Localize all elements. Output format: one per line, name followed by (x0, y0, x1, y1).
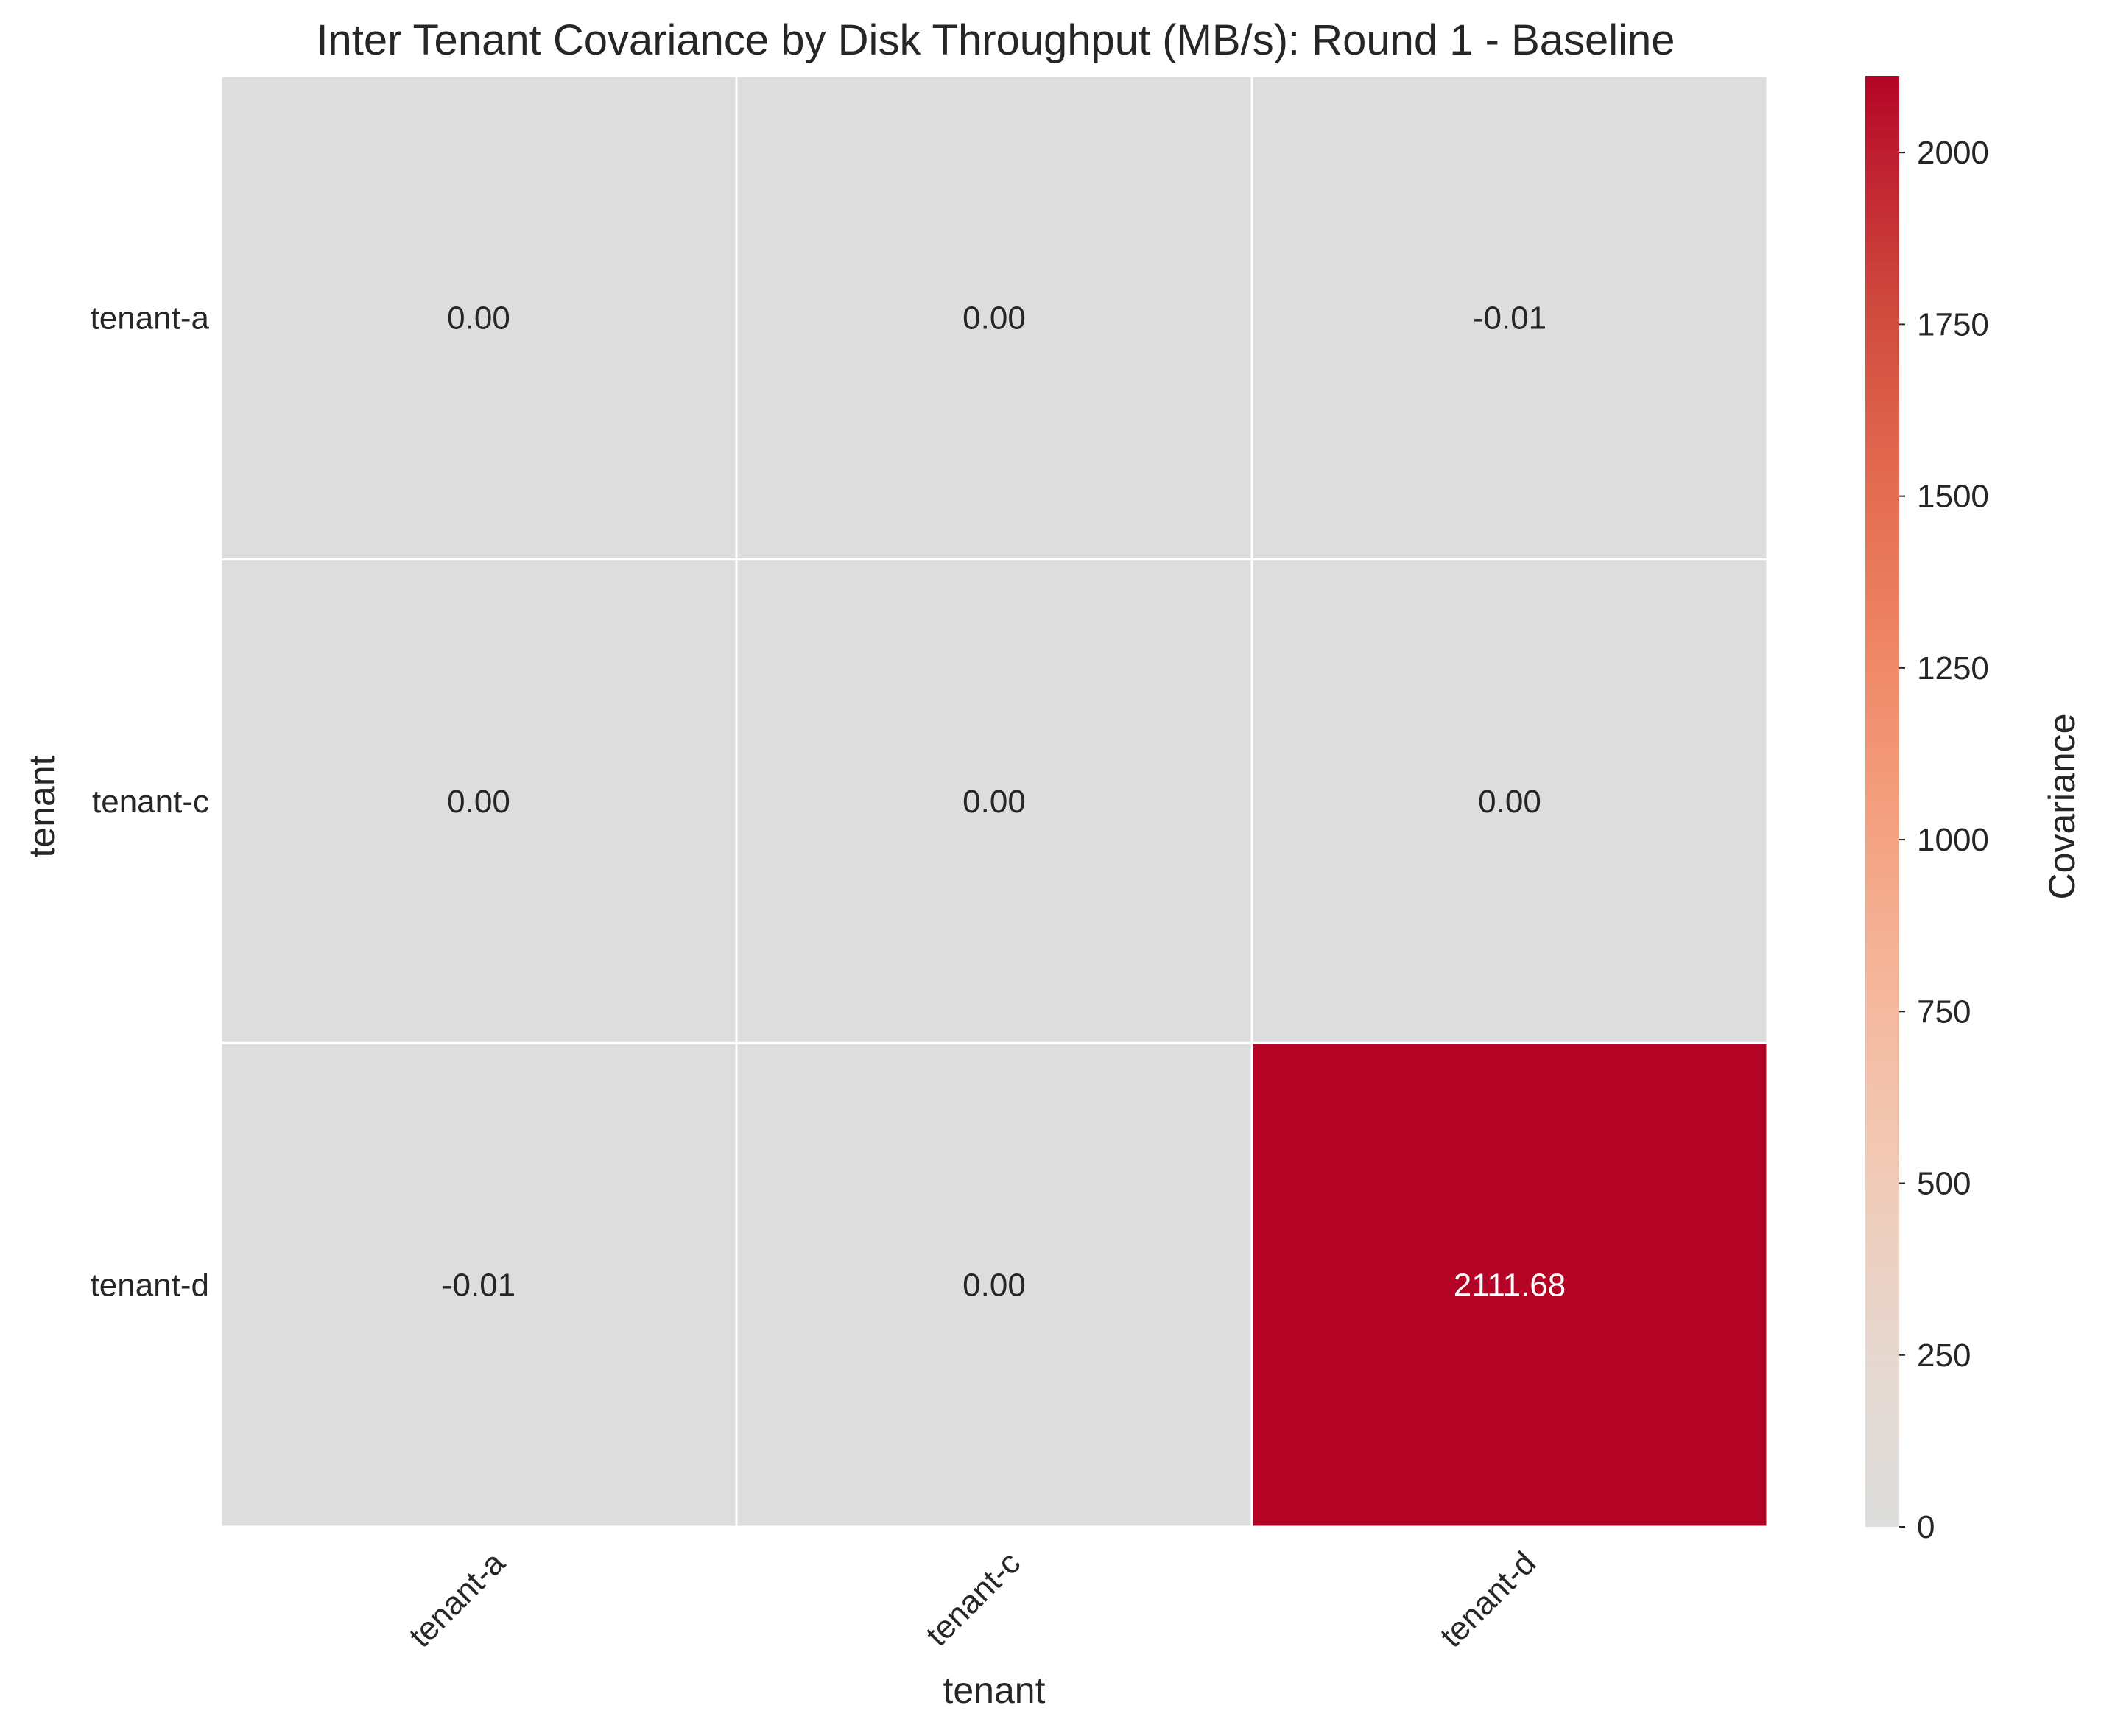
cell-value-label: 0.00 (962, 784, 1026, 820)
colorbar-tick-label: 1250 (1917, 650, 1989, 686)
cell-value-label: 0.00 (962, 300, 1026, 336)
colorbar-tick-label: 500 (1917, 1166, 1971, 1202)
x-axis-label: tenant (943, 1670, 1045, 1711)
colorbar-tick-label: 250 (1917, 1338, 1971, 1374)
heatmap-cell (1250, 74, 1769, 561)
y-tick-label: tenant-c (92, 784, 209, 820)
heatmap-cells (219, 74, 1769, 1528)
colorbar-ticks: 0 250 500 750 1000 1250 1500 1750 2000 (1899, 135, 1989, 1545)
y-axis-label: tenant (21, 755, 63, 857)
y-tick-labels: tenant-a tenant-c tenant-d (91, 300, 210, 1303)
cell-value-label: 0.00 (447, 300, 510, 336)
cell-value-label: 2111.68 (1454, 1268, 1566, 1304)
cell-value-labels: 0.00 0.00 -0.01 0.00 0.00 0.00 -0.01 0.00 2111.6… (442, 300, 1566, 1303)
colorbar-tick-label: 1750 (1917, 306, 1989, 342)
cell-value-label: -0.01 (1473, 300, 1546, 336)
y-tick-label: tenant-d (91, 1268, 209, 1304)
heatmap-cell (735, 1041, 1253, 1528)
heatmap-cell (219, 74, 738, 561)
cell-value-label: -0.01 (442, 1268, 515, 1304)
cell-value-label: 0.00 (962, 1268, 1026, 1304)
cell-value-label: 0.00 (1478, 784, 1541, 820)
colorbar-label: Covariance (2041, 714, 2083, 900)
heatmap-cell (1250, 1041, 1769, 1528)
x-tick-labels: tenant-a tenant-c tenant-d (402, 1545, 1543, 1654)
y-tick-label: tenant-a (91, 300, 210, 336)
heatmap-cell (1250, 558, 1769, 1044)
colorbar-tick-label: 1000 (1917, 822, 1989, 858)
colorbar-tick-label: 0 (1917, 1509, 1935, 1545)
colorbar-tick-label: 2000 (1917, 135, 1989, 171)
colorbar-tick-label: 1500 (1917, 479, 1989, 515)
chart-title: Inter Tenant Covariance by Disk Throughp… (316, 16, 1675, 64)
heatmap-cell (219, 558, 738, 1044)
x-tick-label: tenant-d (1433, 1545, 1543, 1654)
heatmap-cell (735, 558, 1253, 1044)
x-tick-label: tenant-c (919, 1545, 1027, 1653)
colorbar (1865, 76, 1899, 1527)
heatmap-cell (735, 74, 1253, 561)
cell-value-label: 0.00 (447, 784, 510, 820)
heatmap-cell (219, 1041, 738, 1528)
colorbar-tick-label: 750 (1917, 994, 1971, 1030)
x-tick-label: tenant-a (402, 1545, 512, 1654)
